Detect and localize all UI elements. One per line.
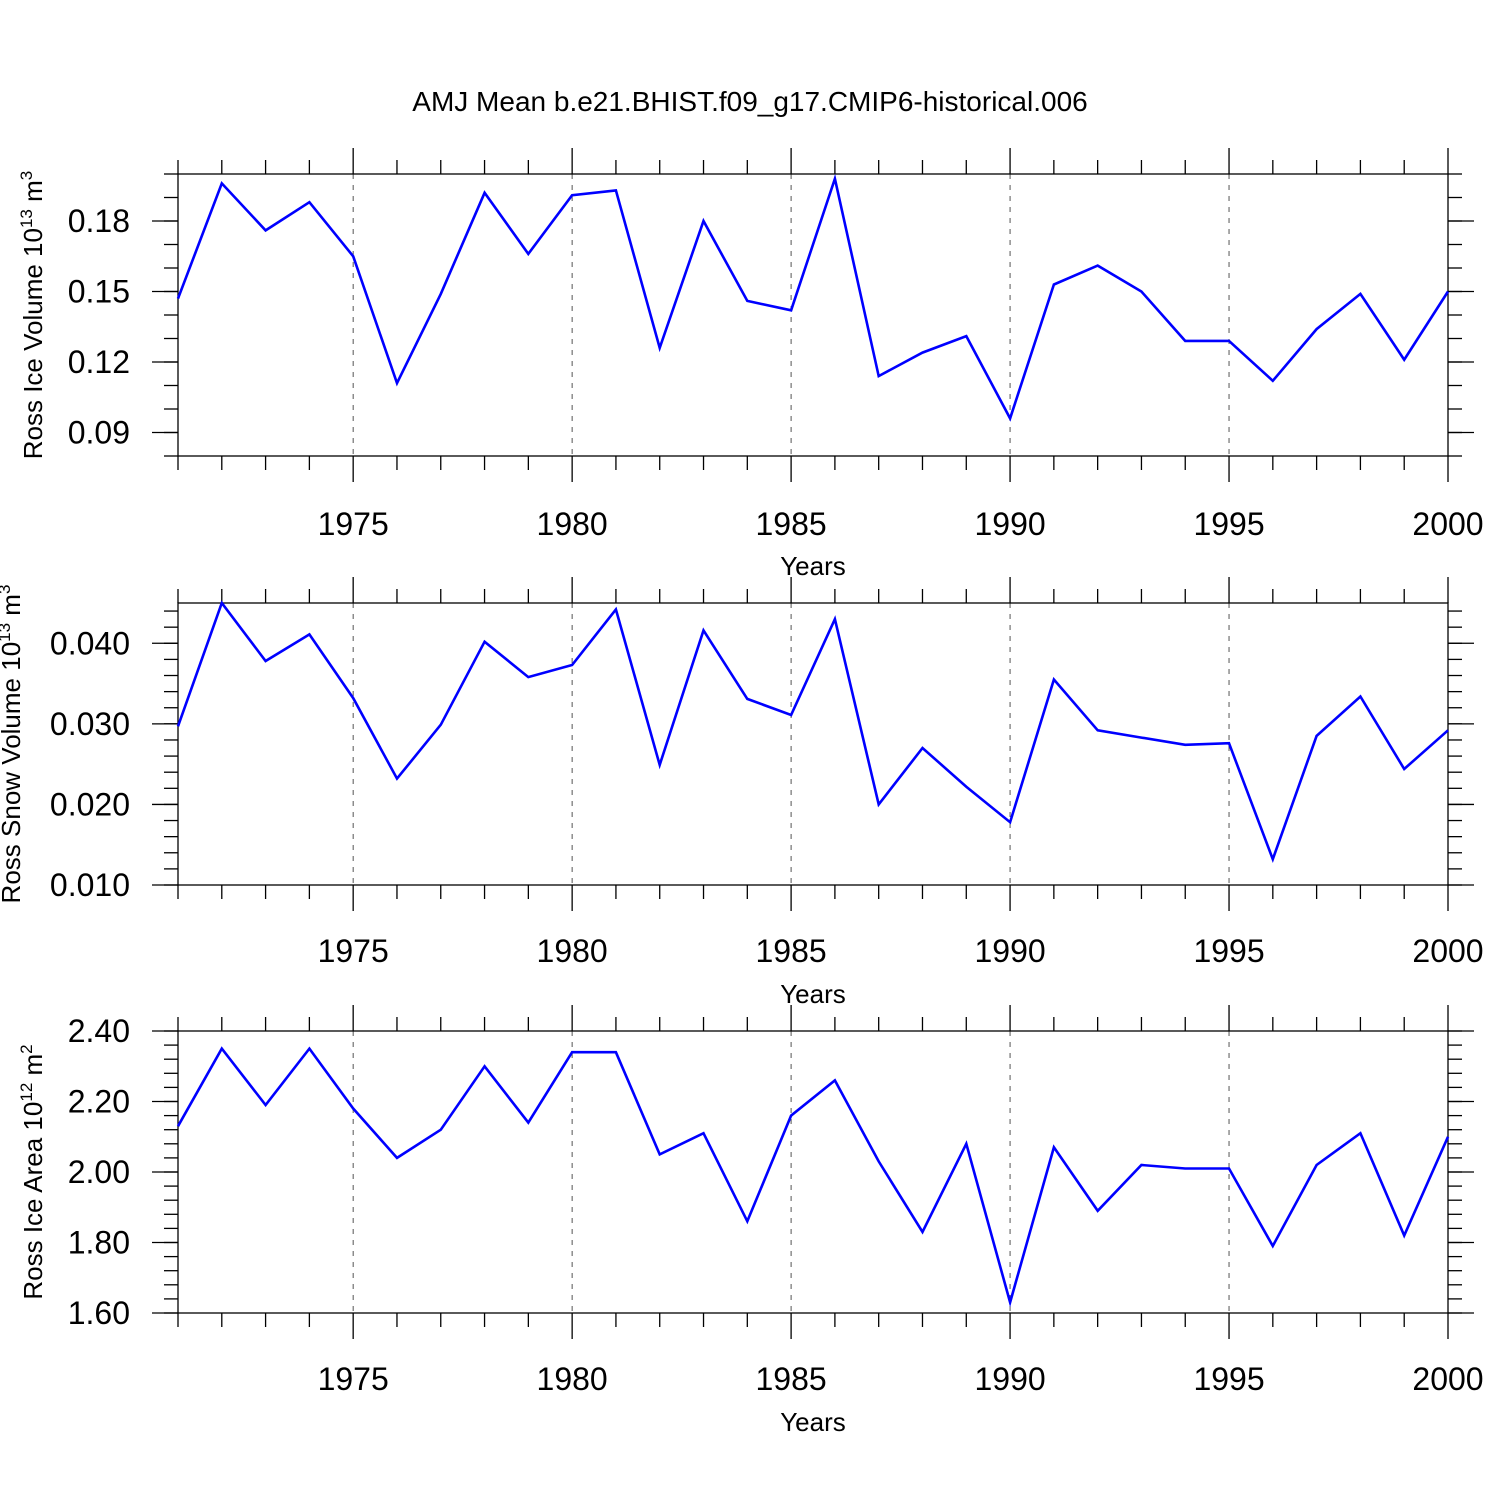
x-tick-label: 1990 <box>974 506 1045 542</box>
y-tick-label: 2.40 <box>68 1013 130 1049</box>
y-tick-label: 0.18 <box>68 203 130 239</box>
panel-2: 1975 1980 1985 1990 1995 2000 Years 0.010 0.020 0… <box>0 577 1484 1009</box>
panel-3: 1975 1980 1985 1990 1995 2000 Years 1.60 1.80 2.0… <box>17 1005 1484 1437</box>
x-axis-label: Years <box>780 979 846 1009</box>
plot-frame <box>177 1030 1449 1314</box>
y-tick-label: 0.030 <box>50 706 130 742</box>
x-tick-label: 2000 <box>1412 933 1483 969</box>
x-tick-label: 1985 <box>756 1361 827 1397</box>
x-tick-label: 1975 <box>318 1361 389 1397</box>
y-tick-label: 1.60 <box>68 1295 130 1331</box>
x-tick-label: 1995 <box>1193 933 1264 969</box>
panel-1: 1975 1980 1985 1990 1995 2000 Years 0.09 0.12 0.1… <box>17 148 1484 581</box>
y-tick-label: 0.09 <box>68 415 130 451</box>
plot-frame <box>177 602 1449 886</box>
x-tick-label: 2000 <box>1412 506 1483 542</box>
series-line <box>176 1046 1450 1308</box>
x-tick-label: 1975 <box>318 933 389 969</box>
y-tick-label: 0.020 <box>50 786 130 822</box>
x-tick-label: 1980 <box>537 506 608 542</box>
x-tick-label: 1985 <box>756 506 827 542</box>
x-tick-label: 1995 <box>1193 1361 1264 1397</box>
y-axis-label: Ross Ice Volume 1013 m3 <box>17 171 48 460</box>
x-axis-label: Years <box>780 1407 846 1437</box>
x-tick-label: 1980 <box>537 1361 608 1397</box>
series-line <box>176 600 1449 863</box>
series-line <box>176 173 1450 422</box>
y-tick-label: 2.20 <box>68 1084 130 1120</box>
y-tick-label: 2.00 <box>68 1154 130 1190</box>
y-axis-label: Ross Snow Volume 1013 m3 <box>0 585 26 904</box>
x-tick-label: 2000 <box>1412 1361 1483 1397</box>
chart-panels: 1975 1980 1985 1990 1995 2000 Years 0.09 0.12 0.1… <box>0 148 1484 1437</box>
x-tick-label: 1995 <box>1193 506 1264 542</box>
y-tick-label: 1.80 <box>68 1225 130 1261</box>
y-tick-label: 0.15 <box>68 274 130 310</box>
y-tick-label: 0.040 <box>50 625 130 661</box>
x-tick-label: 1990 <box>974 1361 1045 1397</box>
y-tick-label: 0.010 <box>50 867 130 903</box>
y-tick-label: 0.12 <box>68 344 130 380</box>
plot-frame <box>177 173 1449 457</box>
y-axis-label: Ross Ice Area 1012 m2 <box>17 1044 48 1299</box>
x-axis-label: Years <box>780 551 846 581</box>
x-tick-label: 1980 <box>537 933 608 969</box>
chart-title: AMJ Mean b.e21.BHIST.f09_g17.CMIP6-histo… <box>412 86 1087 117</box>
x-tick-label: 1985 <box>756 933 827 969</box>
x-tick-label: 1990 <box>974 933 1045 969</box>
x-tick-label: 1975 <box>318 506 389 542</box>
